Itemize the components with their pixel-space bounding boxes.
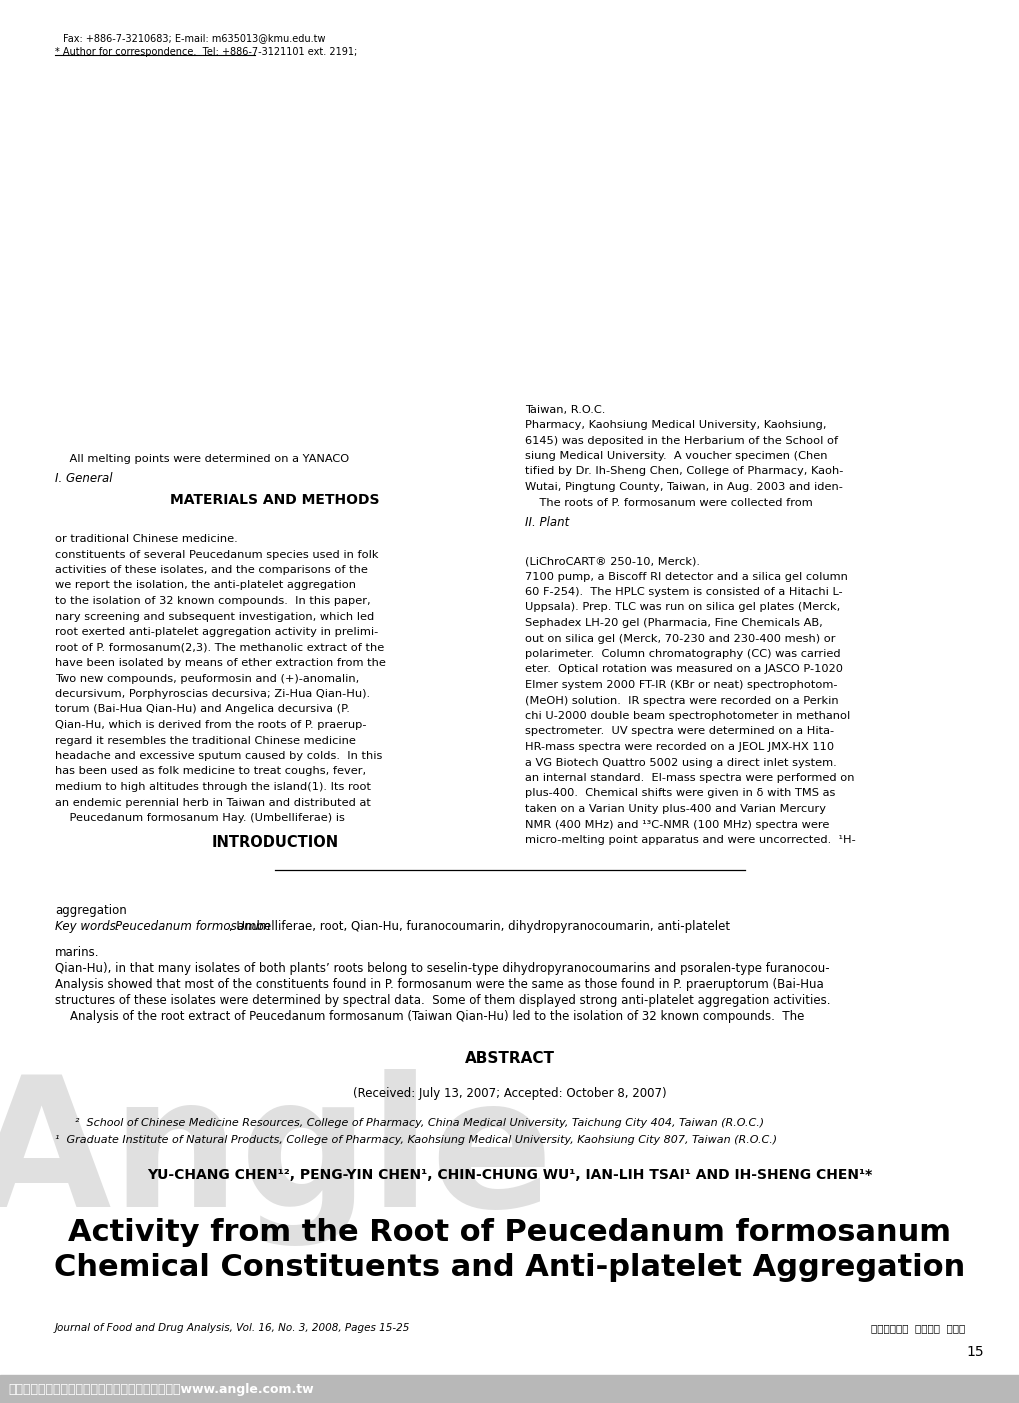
Text: medium to high altitudes through the island(1). Its root: medium to high altitudes through the isl…	[55, 781, 371, 793]
Text: plus-400.  Chemical shifts were given in δ with TMS as: plus-400. Chemical shifts were given in …	[525, 788, 835, 798]
Text: Key words:: Key words:	[55, 920, 123, 933]
Text: has been used as folk medicine to treat coughs, fever,: has been used as folk medicine to treat …	[55, 766, 366, 776]
Text: spectrometer.  UV spectra were determined on a Hita-: spectrometer. UV spectra were determined…	[525, 727, 834, 737]
Text: we report the isolation, the anti-platelet aggregation: we report the isolation, the anti-platel…	[55, 581, 356, 591]
Text: Activity from the Root of Peucedanum formosanum: Activity from the Root of Peucedanum for…	[68, 1218, 951, 1247]
Text: to the isolation of 32 known compounds.  In this paper,: to the isolation of 32 known compounds. …	[55, 596, 370, 606]
Text: Pharmacy, Kaohsiung Medical University, Kaohsiung,: Pharmacy, Kaohsiung Medical University, …	[525, 419, 825, 429]
Text: I. General: I. General	[55, 471, 112, 484]
Text: , Umbelliferae, root, Qian-Hu, furanocoumarin, dihydropyranocoumarin, anti-plate: , Umbelliferae, root, Qian-Hu, furanocou…	[229, 920, 730, 933]
Text: eter.  Optical rotation was measured on a JASCO P-1020: eter. Optical rotation was measured on a…	[525, 665, 842, 675]
Text: root of P. formosanum(2,3). The methanolic extract of the: root of P. formosanum(2,3). The methanol…	[55, 643, 384, 652]
Text: (MeOH) solution.  IR spectra were recorded on a Perkin: (MeOH) solution. IR spectra were recorde…	[525, 696, 838, 706]
Text: YU-CHANG CHEN¹², PENG-YIN CHEN¹, CHIN-CHUNG WU¹, IAN-LIH TSAI¹ AND IH-SHENG CHEN: YU-CHANG CHEN¹², PENG-YIN CHEN¹, CHIN-CH…	[147, 1169, 872, 1181]
Text: Uppsala). Prep. TLC was run on silica gel plates (Merck,: Uppsala). Prep. TLC was run on silica ge…	[525, 602, 840, 613]
Text: structures of these isolates were determined by spectral data.  Some of them dis: structures of these isolates were determ…	[55, 993, 829, 1007]
Text: tified by Dr. Ih-Sheng Chen, College of Pharmacy, Kaoh-: tified by Dr. Ih-Sheng Chen, College of …	[525, 467, 843, 477]
Text: Qian-Hu), in that many isolates of both plants’ roots belong to seselin-type dih: Qian-Hu), in that many isolates of both …	[55, 962, 828, 975]
Text: Chemical Constituents and Anti-platelet Aggregation: Chemical Constituents and Anti-platelet …	[54, 1253, 965, 1282]
Text: regard it resembles the traditional Chinese medicine: regard it resembles the traditional Chin…	[55, 735, 356, 745]
Text: Wutai, Pingtung County, Taiwan, in Aug. 2003 and iden-: Wutai, Pingtung County, Taiwan, in Aug. …	[525, 483, 842, 492]
Text: siung Medical University.  A voucher specimen (Chen: siung Medical University. A voucher spec…	[525, 450, 826, 462]
Text: Peucedanum formosanum Hay. (Umbelliferae) is: Peucedanum formosanum Hay. (Umbelliferae…	[55, 812, 344, 824]
Text: aggregation: aggregation	[55, 904, 126, 918]
Text: ¹  Graduate Institute of Natural Products, College of Pharmacy, Kaohsiung Medica: ¹ Graduate Institute of Natural Products…	[55, 1135, 776, 1145]
Text: ²  School of Chinese Medicine Resources, College of Pharmacy, China Medical Univ: ² School of Chinese Medicine Resources, …	[75, 1118, 763, 1128]
Text: Elmer system 2000 FT-IR (KBr or neat) spectrophotom-: Elmer system 2000 FT-IR (KBr or neat) sp…	[525, 680, 837, 690]
Text: out on silica gel (Merck, 70-230 and 230-400 mesh) or: out on silica gel (Merck, 70-230 and 230…	[525, 634, 835, 644]
Text: a VG Biotech Quattro 5002 using a direct inlet system.: a VG Biotech Quattro 5002 using a direct…	[525, 758, 836, 767]
Text: All melting points were determined on a YANACO: All melting points were determined on a …	[55, 453, 348, 463]
Text: Journal of Food and Drug Analysis, Vol. 16, No. 3, 2008, Pages 15-25: Journal of Food and Drug Analysis, Vol. …	[55, 1323, 410, 1333]
Text: have been isolated by means of ether extraction from the: have been isolated by means of ether ext…	[55, 658, 385, 668]
Text: 6Angle: 6Angle	[0, 1069, 553, 1246]
Text: Sephadex LH-20 gel (Pharmacia, Fine Chemicals AB,: Sephadex LH-20 gel (Pharmacia, Fine Chem…	[525, 617, 822, 629]
Text: marins.: marins.	[55, 946, 100, 960]
Text: HR-mass spectra were recorded on a JEOL JMX-HX 110: HR-mass spectra were recorded on a JEOL …	[525, 742, 834, 752]
Text: The roots of P. formosanum were collected from: The roots of P. formosanum were collecte…	[525, 498, 812, 508]
Text: * Author for correspondence.  Tel: +886-7-3121101 ext. 2191;: * Author for correspondence. Tel: +886-7…	[55, 46, 357, 58]
Text: INTRODUCTION: INTRODUCTION	[211, 835, 338, 850]
Text: 更多期刊、圖書與影音講座，請至【元照網路書店】www.angle.com.tw: 更多期刊、圖書與影音講座，請至【元照網路書店】www.angle.com.tw	[8, 1382, 313, 1396]
Text: II. Plant: II. Plant	[525, 515, 569, 529]
Text: MATERIALS AND METHODS: MATERIALS AND METHODS	[170, 494, 379, 508]
Bar	[0, 1375, 1019, 1403]
Text: 藥物食品分析  第十六卷  第三期: 藥物食品分析 第十六卷 第三期	[870, 1323, 964, 1333]
Text: micro-melting point apparatus and were uncorrected.  ¹H-: micro-melting point apparatus and were u…	[525, 835, 855, 845]
Text: Two new compounds, peuformosin and (+)-anomalin,: Two new compounds, peuformosin and (+)-a…	[55, 673, 359, 683]
Text: ABSTRACT: ABSTRACT	[465, 1051, 554, 1066]
Text: NMR (400 MHz) and ¹³C-NMR (100 MHz) spectra were: NMR (400 MHz) and ¹³C-NMR (100 MHz) spec…	[525, 819, 828, 829]
Text: an internal standard.  El-mass spectra were performed on: an internal standard. El-mass spectra we…	[525, 773, 854, 783]
Text: chi U-2000 double beam spectrophotometer in methanol: chi U-2000 double beam spectrophotometer…	[525, 711, 850, 721]
Text: nary screening and subsequent investigation, which led: nary screening and subsequent investigat…	[55, 612, 374, 622]
Text: Taiwan, R.O.C.: Taiwan, R.O.C.	[525, 404, 605, 414]
Text: an endemic perennial herb in Taiwan and distributed at: an endemic perennial herb in Taiwan and …	[55, 797, 371, 808]
Text: activities of these isolates, and the comparisons of the: activities of these isolates, and the co…	[55, 565, 368, 575]
Text: root exerted anti-platelet aggregation activity in prelimi-: root exerted anti-platelet aggregation a…	[55, 627, 378, 637]
Text: (LiChroCART® 250-10, Merck).: (LiChroCART® 250-10, Merck).	[525, 556, 699, 565]
Text: or traditional Chinese medicine.: or traditional Chinese medicine.	[55, 535, 237, 544]
Text: constituents of several Peucedanum species used in folk: constituents of several Peucedanum speci…	[55, 550, 378, 560]
Text: (Received: July 13, 2007; Accepted: October 8, 2007): (Received: July 13, 2007; Accepted: Octo…	[353, 1087, 666, 1100]
Text: polarimeter.  Column chromatography (CC) was carried: polarimeter. Column chromatography (CC) …	[525, 650, 840, 659]
Text: torum (Bai-Hua Qian-Hu) and Angelica decursiva (P.: torum (Bai-Hua Qian-Hu) and Angelica dec…	[55, 704, 350, 714]
Text: headache and excessive sputum caused by colds.  In this: headache and excessive sputum caused by …	[55, 751, 382, 760]
Text: 15: 15	[965, 1345, 983, 1360]
Text: 6145) was deposited in the Herbarium of the School of: 6145) was deposited in the Herbarium of …	[525, 435, 838, 446]
Text: Analysis of the root extract of Peucedanum formosanum (Taiwan Qian-Hu) led to th: Analysis of the root extract of Peucedan…	[55, 1010, 804, 1023]
Text: 60 F-254).  The HPLC system is consisted of a Hitachi L-: 60 F-254). The HPLC system is consisted …	[525, 586, 842, 598]
Text: Peucedanum formosanum: Peucedanum formosanum	[115, 920, 270, 933]
Text: Qian-Hu, which is derived from the roots of P. praerup-: Qian-Hu, which is derived from the roots…	[55, 720, 366, 730]
Text: 7100 pump, a Biscoff RI detector and a silica gel column: 7100 pump, a Biscoff RI detector and a s…	[525, 571, 847, 581]
Text: taken on a Varian Unity plus-400 and Varian Mercury: taken on a Varian Unity plus-400 and Var…	[525, 804, 825, 814]
Text: Analysis showed that most of the constituents found in P. formosanum were the sa: Analysis showed that most of the constit…	[55, 978, 823, 991]
Text: decursivum, Porphyroscias decursiva; Zi-Hua Qian-Hu).: decursivum, Porphyroscias decursiva; Zi-…	[55, 689, 370, 699]
Text: Fax: +886-7-3210683; E-mail: m635013@kmu.edu.tw: Fax: +886-7-3210683; E-mail: m635013@kmu…	[63, 34, 325, 43]
